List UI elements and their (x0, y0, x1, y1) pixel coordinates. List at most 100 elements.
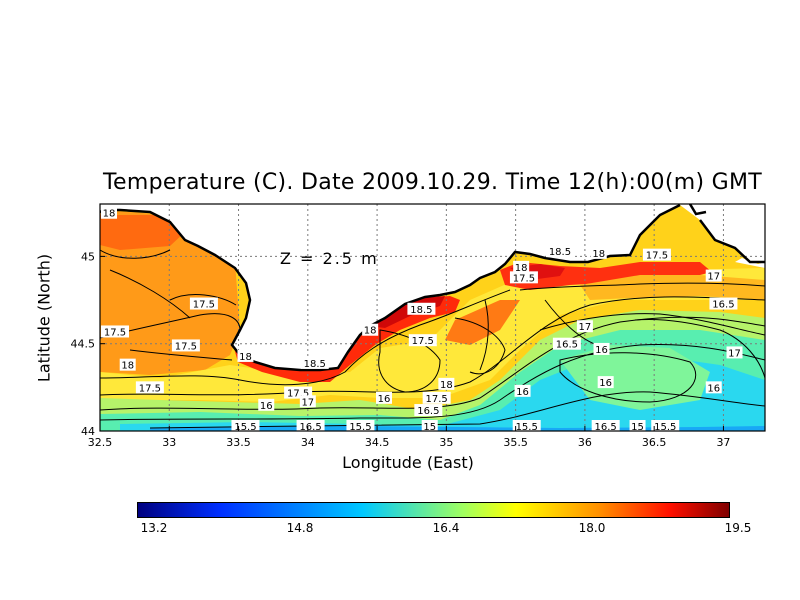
svg-text:16.5: 16.5 (556, 340, 578, 351)
x-tick-label: 37 (716, 436, 730, 449)
y-axis-label: Latitude (North) (34, 253, 54, 383)
svg-text:18: 18 (440, 380, 453, 391)
svg-text:15.5: 15.5 (349, 422, 371, 433)
contour-label: 16.5 (709, 297, 738, 311)
svg-text:17: 17 (728, 348, 741, 359)
contour-label: 16.5 (296, 420, 325, 433)
contour-label: 17 (299, 395, 316, 408)
svg-text:18.5: 18.5 (410, 305, 432, 316)
x-tick-label: 33 (162, 436, 176, 449)
contour-label: 17.5 (642, 248, 671, 262)
svg-text:17.5: 17.5 (104, 327, 126, 338)
depth-annotation: Z = 2.5 m (280, 249, 379, 268)
contour-label: 18 (438, 377, 455, 391)
svg-text:17.5: 17.5 (513, 273, 535, 284)
x-tick-label: 32.5 (88, 436, 113, 449)
contour-label: 16 (597, 376, 614, 389)
colorbar-tick-label: 19.5 (724, 521, 752, 535)
contour-label: 16 (514, 384, 531, 398)
svg-text:18.5: 18.5 (304, 359, 326, 370)
contour-label: 17 (726, 346, 743, 359)
contour-label: 16 (258, 398, 275, 412)
svg-text:16.5: 16.5 (712, 300, 734, 311)
contour-label: 15.5 (346, 420, 375, 433)
svg-text:18: 18 (515, 263, 528, 274)
x-tick-label: 35 (439, 436, 453, 449)
x-tick-label: 36 (578, 436, 592, 449)
svg-text:16: 16 (595, 345, 608, 356)
contour-label: 16 (376, 391, 393, 405)
svg-text:15.5: 15.5 (654, 422, 676, 433)
svg-text:17.5: 17.5 (287, 389, 309, 400)
contour-label: 15 (629, 420, 646, 433)
svg-text:16.5: 16.5 (595, 422, 617, 433)
contour-label: 18 (590, 246, 607, 260)
contour-label: 18.5 (300, 356, 329, 370)
svg-text:16: 16 (516, 387, 529, 398)
contour-label: 18 (362, 323, 379, 337)
x-tick-label: 35.5 (503, 436, 528, 449)
contour-label: 18.5 (407, 302, 436, 316)
contour-label: 15.5 (651, 420, 680, 433)
y-tick-label: 44 (81, 425, 95, 438)
contour-label: 17.5 (101, 325, 129, 338)
svg-text:16.5: 16.5 (299, 422, 321, 433)
contour-label: 16 (705, 381, 722, 394)
x-axis-ticks: 32.5 33 33.5 34 34.5 35 35.5 36 36.5 37 (88, 426, 730, 449)
contour-label: 17.5 (422, 391, 451, 405)
svg-text:15.5: 15.5 (516, 422, 538, 433)
colorbar-tick-label: 13.2 (140, 521, 168, 535)
contour-label: 17 (705, 269, 722, 283)
colorbar-tick-label: 14.8 (286, 521, 314, 535)
svg-text:16.5: 16.5 (417, 406, 439, 417)
svg-text:15: 15 (423, 422, 436, 433)
contour-label: 16.5 (414, 404, 443, 417)
svg-text:17.5: 17.5 (139, 383, 161, 394)
contour-label: 16 (593, 342, 610, 356)
svg-text:18: 18 (103, 209, 116, 220)
svg-text:16: 16 (707, 383, 720, 394)
x-tick-label: 36.5 (642, 436, 667, 449)
colorbar-tick-label: 18.0 (578, 521, 606, 535)
x-tick-label: 34.5 (365, 436, 390, 449)
contour-label: 16.5 (591, 420, 620, 433)
svg-text:17.5: 17.5 (193, 300, 215, 311)
contour-label: 17.5 (189, 297, 218, 311)
svg-text:17.5: 17.5 (412, 336, 434, 347)
svg-text:17: 17 (579, 322, 592, 333)
svg-text:18: 18 (592, 249, 605, 260)
contour-label: 16.5 (552, 337, 581, 351)
svg-text:15.5: 15.5 (234, 422, 256, 433)
grid-lines (100, 204, 765, 431)
contour-label: 18 (513, 260, 530, 274)
contour-label: 18 (237, 349, 254, 363)
svg-text:17.5: 17.5 (426, 394, 448, 405)
contour-label: 18.5 (545, 245, 574, 258)
contour-label: 17.5 (171, 339, 200, 352)
svg-text:16: 16 (599, 378, 612, 389)
contour-label: 15.5 (512, 420, 541, 433)
contour-label: 18 (101, 206, 117, 220)
x-tick-label: 34 (301, 436, 315, 449)
y-axis-ticks: 44 44.5 45 (71, 250, 105, 438)
svg-text:17: 17 (707, 272, 720, 283)
contour-label: 17.5 (509, 271, 538, 284)
isotherm-contours (100, 249, 765, 429)
svg-text:18: 18 (364, 326, 377, 337)
x-axis-label: Longitude (East) (342, 453, 474, 472)
contour-label: 17.5 (408, 334, 437, 347)
colorbar (137, 502, 730, 518)
svg-text:16: 16 (260, 401, 273, 412)
contour-label: 18 (119, 358, 136, 372)
y-tick-label: 44.5 (71, 338, 96, 351)
contour-label: 17 (576, 320, 593, 333)
chart-title: Temperature (C). Date 2009.10.29. Time 1… (103, 170, 762, 195)
colorbar-tick-label: 16.4 (432, 521, 460, 535)
contour-label: 17.5 (135, 381, 164, 394)
svg-text:18.5: 18.5 (549, 247, 571, 258)
svg-text:15: 15 (631, 422, 644, 433)
x-tick-label: 33.5 (226, 436, 251, 449)
svg-text:17.5: 17.5 (646, 251, 668, 262)
